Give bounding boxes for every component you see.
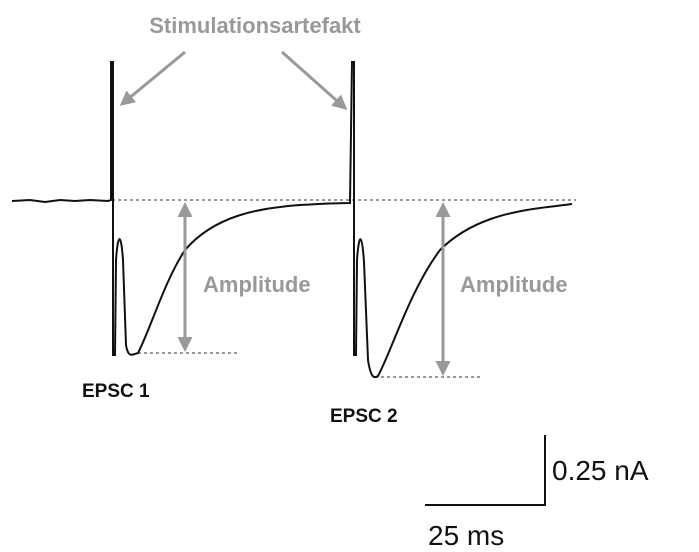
trace bbox=[11, 61, 573, 379]
scale-bar bbox=[425, 435, 546, 506]
amplitude-label: Amplitude bbox=[460, 272, 568, 297]
artifact-label: Stimulationsartefakt bbox=[149, 13, 361, 38]
dotted-lines bbox=[112, 199, 576, 378]
epsc-label: EPSC 1 bbox=[82, 381, 150, 402]
epsc-label: EPSC 2 bbox=[330, 406, 398, 427]
artifact-arrows bbox=[119, 50, 348, 110]
time-scale-label: 25 ms bbox=[428, 520, 504, 551]
current-scale-label: 0.25 nA bbox=[552, 455, 649, 486]
amplitude-arrows bbox=[177, 202, 451, 376]
amplitude-label: Amplitude bbox=[203, 272, 311, 297]
